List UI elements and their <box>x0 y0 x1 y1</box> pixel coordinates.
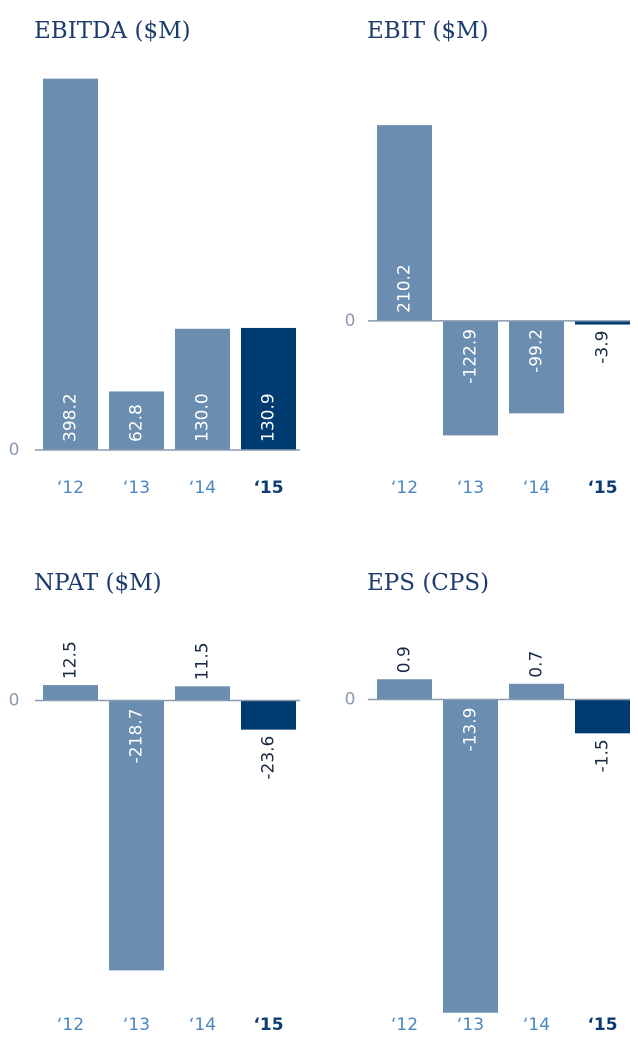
x-tick-label: ‘14 <box>189 1015 216 1035</box>
bar <box>43 685 98 701</box>
x-tick-label: ‘12 <box>391 478 418 498</box>
chart-title: EBITDA ($M) <box>34 18 191 44</box>
y-tick-label: 0 <box>345 690 356 710</box>
y-tick-label: 0 <box>345 311 356 331</box>
bar <box>43 78 98 450</box>
x-tick-label: ‘15 <box>253 1015 283 1035</box>
bar <box>443 320 498 436</box>
value-label: 0.9 <box>395 646 415 673</box>
value-label: -3.9 <box>593 331 613 364</box>
x-tick-label: ‘12 <box>57 478 84 498</box>
chart-title: EPS (CPS) <box>367 570 489 596</box>
x-tick-label: ‘15 <box>587 478 617 498</box>
value-label: 11.5 <box>193 642 213 680</box>
x-tick-label: ‘12 <box>391 1015 418 1035</box>
value-label: 130.9 <box>259 393 279 442</box>
value-label: -1.5 <box>593 739 613 772</box>
y-tick-label: 0 <box>9 440 20 460</box>
bar <box>509 683 564 700</box>
bar <box>443 699 498 1013</box>
bar <box>109 700 164 971</box>
value-label: 130.0 <box>193 393 213 442</box>
bar <box>109 391 164 450</box>
bar <box>509 320 564 414</box>
value-label: -13.9 <box>461 708 481 752</box>
value-label: 210.2 <box>395 264 415 313</box>
value-label: 62.8 <box>127 404 147 442</box>
x-tick-label: ‘12 <box>57 1015 84 1035</box>
x-tick-label: ‘13 <box>457 478 484 498</box>
bar <box>241 327 296 450</box>
value-label: -122.9 <box>461 329 481 384</box>
bar <box>575 320 630 325</box>
x-tick-label: ‘13 <box>123 1015 150 1035</box>
x-tick-label: ‘13 <box>457 1015 484 1035</box>
bar <box>175 328 230 450</box>
bar <box>377 125 432 321</box>
x-tick-label: ‘14 <box>189 478 216 498</box>
chart-title: NPAT ($M) <box>34 570 162 596</box>
chart-title: EBIT ($M) <box>367 18 489 44</box>
bar <box>377 679 432 700</box>
value-label: -218.7 <box>127 709 147 764</box>
x-tick-label: ‘15 <box>587 1015 617 1035</box>
x-tick-label: ‘14 <box>523 478 550 498</box>
y-tick-label: 0 <box>9 691 20 711</box>
x-tick-label: ‘13 <box>123 478 150 498</box>
value-label: 0.7 <box>527 651 547 678</box>
bar <box>241 700 296 730</box>
value-label: 398.2 <box>61 393 81 442</box>
value-label: -23.6 <box>259 736 279 780</box>
value-label: 12.5 <box>61 641 81 679</box>
x-tick-label: ‘14 <box>523 1015 550 1035</box>
bar <box>175 686 230 701</box>
bar <box>575 699 630 734</box>
x-tick-label: ‘15 <box>253 478 283 498</box>
value-label: -99.2 <box>527 329 547 373</box>
